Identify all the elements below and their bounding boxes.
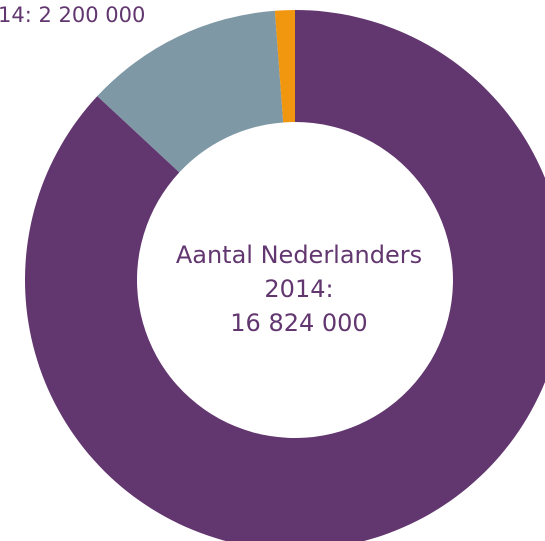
center-text-line-2: 2014: <box>264 275 333 303</box>
corner-annotation: 14: 2 200 000 <box>0 3 145 27</box>
slice-second <box>97 10 284 173</box>
center-text-line-1: Aantal Nederlanders <box>176 241 422 269</box>
slice-third <box>274 10 295 123</box>
center-text-line-3: 16 824 000 <box>230 309 367 337</box>
slice-main <box>25 10 545 541</box>
donut-slices <box>25 10 545 541</box>
